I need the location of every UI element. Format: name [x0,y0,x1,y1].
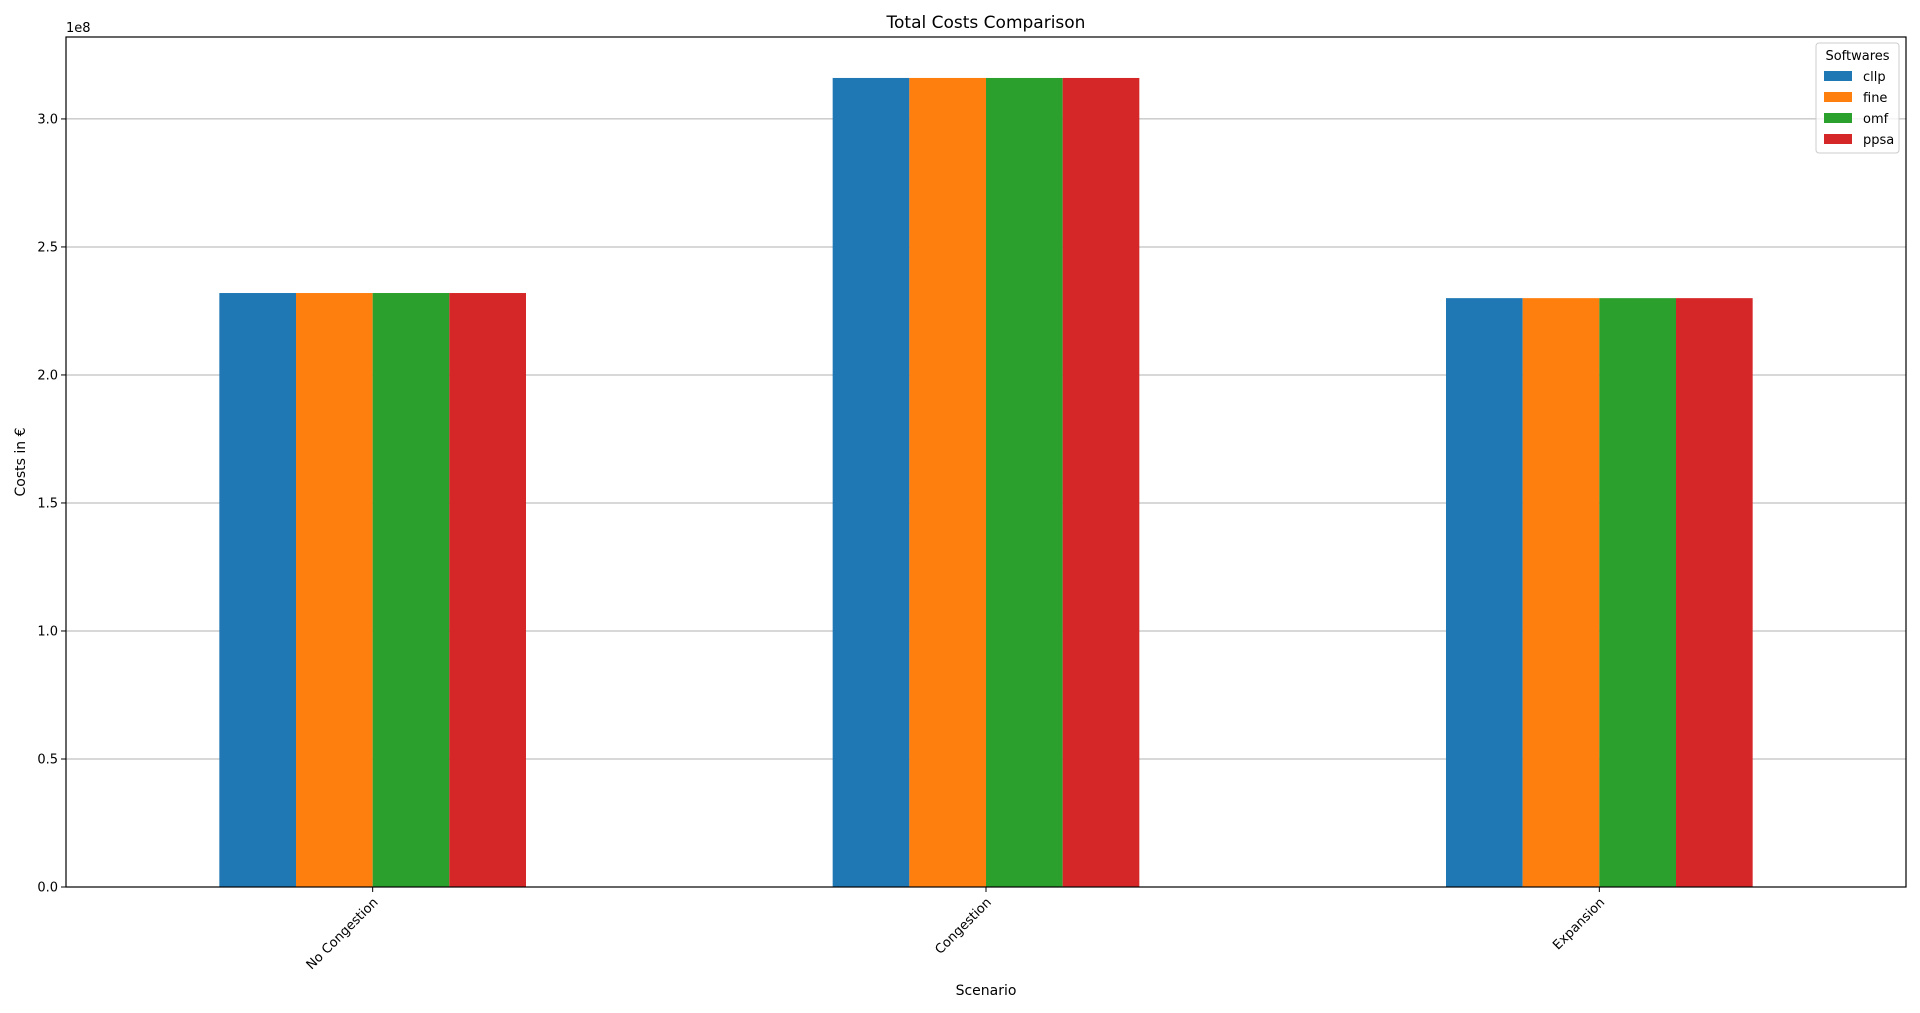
y-offset-label: 1e8 [66,21,91,36]
legend-swatch-fine [1824,92,1852,102]
bar-omf-expansion [1599,298,1676,887]
bar-omf-no-congestion [372,293,450,887]
bar-ppsa-expansion [1676,298,1753,887]
bar-fine-no-congestion [296,293,373,887]
legend-swatch-cllp [1824,71,1852,81]
y-tick-label: 0.5 [37,752,58,767]
legend-box [1815,42,1900,154]
legend-label-omf: omf [1863,112,1889,127]
bar-cllp-no-congestion [219,293,296,887]
y-tick-label: 0.0 [37,881,58,896]
bar-cllp-congestion [832,77,910,887]
plot-frame [65,36,1907,888]
bar-cllp-expansion [1446,298,1523,887]
bars [219,77,1753,887]
chart-title: Total Costs Comparison [886,13,1086,33]
legend-title: Softwares [1825,49,1889,64]
x-axis-label: Scenario [956,983,1017,999]
y-axis-label: Costs in € [13,428,29,497]
bar-omf-congestion [986,77,1063,887]
y-tick-label: 1.0 [37,624,58,639]
y-tick-label: 3.0 [37,112,58,127]
legend-swatch-ppsa [1824,134,1852,144]
legend-swatch-omf [1824,113,1852,123]
bar-fine-congestion [909,77,986,887]
y-tick-label: 1.5 [37,496,58,511]
bar-fine-expansion [1522,298,1600,887]
y-tick-label: 2.0 [37,368,58,383]
y-tick-label: 2.5 [37,240,58,255]
legend-label-ppsa: ppsa [1863,133,1894,148]
legend-label-fine: fine [1863,91,1887,106]
bar-ppsa-congestion [1062,77,1140,887]
legend-label-cllp: cllp [1863,70,1886,85]
legend: Softwares cllp fine omf ppsa [1815,42,1900,154]
bar-ppsa-no-congestion [449,293,526,887]
